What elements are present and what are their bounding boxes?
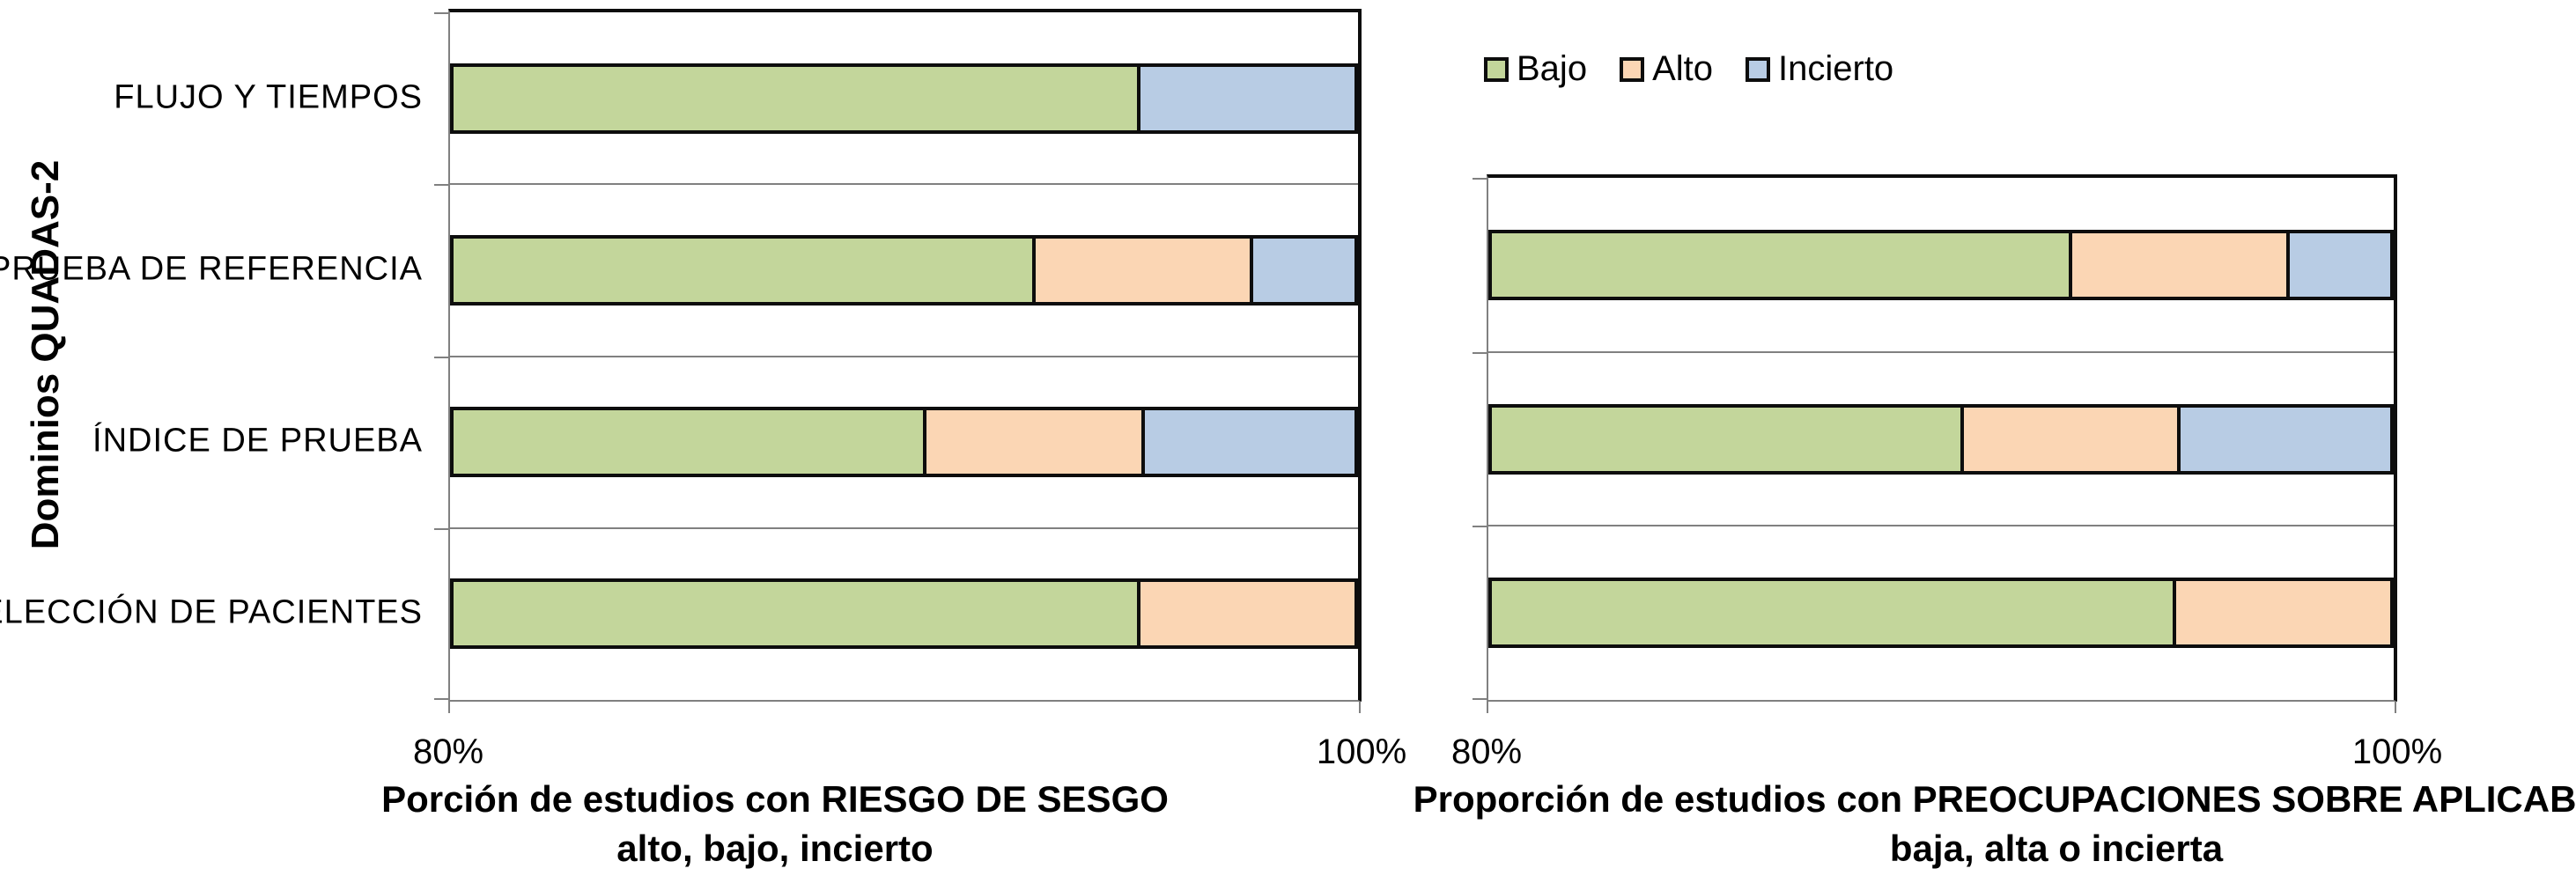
y-axis-tick bbox=[1473, 178, 1487, 180]
category-label-indice-de-prueba: ÍNDICE DE PRUEBA bbox=[92, 422, 423, 460]
category-label-flujo-y-tiempos: FLUJO Y TIEMPOS bbox=[114, 78, 423, 116]
gridline bbox=[450, 355, 1358, 357]
legend-label-bajo: Bajo bbox=[1517, 49, 1588, 88]
bar-segment-bajo bbox=[450, 234, 1036, 305]
x-tick-label-max: 100% bbox=[1316, 732, 1407, 771]
bar-segment-alto bbox=[923, 407, 1145, 478]
category-label-prueba-de-referencia: PRUEBA DE REFERENCIA bbox=[0, 250, 423, 288]
bar-segment-bajo bbox=[450, 63, 1140, 134]
category-label-seleccion-de-pacientes: SELECCIÓN DE PACIENTES bbox=[0, 593, 423, 631]
y-axis-tick bbox=[434, 527, 448, 530]
bar-row-prueba-de-referencia bbox=[450, 234, 1358, 305]
gridline bbox=[1488, 525, 2394, 527]
legend-swatch-incierto bbox=[1746, 56, 1770, 82]
x-axis-tick bbox=[2395, 702, 2396, 713]
x-axis-tick bbox=[448, 702, 450, 713]
y-axis-tick bbox=[434, 356, 448, 358]
x-axis-tick bbox=[1487, 702, 1488, 713]
y-axis-tick bbox=[434, 184, 448, 187]
legend: Bajo Alto Incierto bbox=[1484, 49, 1893, 89]
gridline bbox=[1488, 350, 2394, 353]
bar-segment-incierto bbox=[2285, 229, 2394, 300]
aplicabilidad-plot-area bbox=[1473, 174, 2397, 713]
aplicabilidad-axis-title-line2: baja, alta o incierta bbox=[1889, 828, 2224, 869]
y-axis-tick bbox=[1473, 526, 1487, 528]
y-axis-tick bbox=[1473, 351, 1487, 354]
riesgo-de-sesgo-plot-area bbox=[434, 9, 1362, 713]
bar-segment-bajo bbox=[1488, 403, 1964, 475]
bar-segment-alto bbox=[2069, 229, 2290, 300]
aplicabilidad-axis-title-line1: Proporción de estudios con PREOCUPACIONE… bbox=[1413, 778, 2576, 820]
gridline bbox=[450, 526, 1358, 529]
bar-row-indice-de-prueba bbox=[450, 407, 1358, 478]
x-tick-label-min: 80% bbox=[412, 732, 484, 771]
gridline bbox=[450, 183, 1358, 186]
category-labels: FLUJO Y TIEMPOS PRUEBA DE REFERENCIA ÍNDIC… bbox=[0, 0, 430, 876]
legend-item-incierto: Incierto bbox=[1746, 49, 1893, 89]
bar-segment-bajo bbox=[450, 578, 1140, 650]
y-axis-tick bbox=[434, 698, 448, 700]
bar-segment-incierto bbox=[1136, 63, 1358, 134]
bar-row-flujo-y-tiempos bbox=[450, 63, 1358, 134]
legend-swatch-alto bbox=[1620, 56, 1645, 82]
bar-segment-alto bbox=[1031, 234, 1254, 305]
legend-label-alto: Alto bbox=[1652, 49, 1713, 88]
x-tick-label-min: 80% bbox=[1450, 732, 1523, 771]
aplicabilidad-axis-title: Proporción de estudios con PREOCUPACIONE… bbox=[1413, 775, 2576, 873]
bar-segment-incierto bbox=[2177, 403, 2394, 475]
legend-item-alto: Alto bbox=[1620, 49, 1713, 89]
y-axis-tick bbox=[1473, 698, 1487, 700]
bar-segment-alto bbox=[2173, 578, 2394, 649]
bar-segment-incierto bbox=[1140, 407, 1358, 478]
bar-segment-bajo bbox=[1488, 229, 2073, 300]
bar-segment-alto bbox=[1960, 403, 2181, 475]
bar-segment-bajo bbox=[450, 407, 927, 478]
riesgo-de-sesgo-axis-title-line1: Porción de estudios con RIESGO DE SESGO bbox=[381, 778, 1169, 820]
bar-segment-alto bbox=[1136, 578, 1358, 650]
bar-segment-incierto bbox=[1250, 234, 1358, 305]
y-axis-tick bbox=[434, 12, 448, 14]
legend-item-bajo: Bajo bbox=[1484, 49, 1587, 89]
x-tick-label-max: 100% bbox=[2351, 732, 2443, 771]
bar-segment-bajo bbox=[1488, 578, 2177, 649]
bar-row-prueba-de-referencia bbox=[1488, 229, 2394, 300]
bar-row-seleccion-de-pacientes bbox=[450, 578, 1358, 650]
riesgo-de-sesgo-axis-title-line2: alto, bajo, incierto bbox=[616, 828, 934, 869]
legend-label-incierto: Incierto bbox=[1778, 49, 1894, 88]
x-axis-tick bbox=[1359, 702, 1361, 713]
riesgo-de-sesgo-axis-title: Porción de estudios con RIESGO DE SESGO a… bbox=[381, 775, 1169, 873]
bar-row-seleccion-de-pacientes bbox=[1488, 578, 2394, 649]
bar-row-indice-de-prueba bbox=[1488, 403, 2394, 475]
legend-swatch-bajo bbox=[1484, 56, 1509, 82]
